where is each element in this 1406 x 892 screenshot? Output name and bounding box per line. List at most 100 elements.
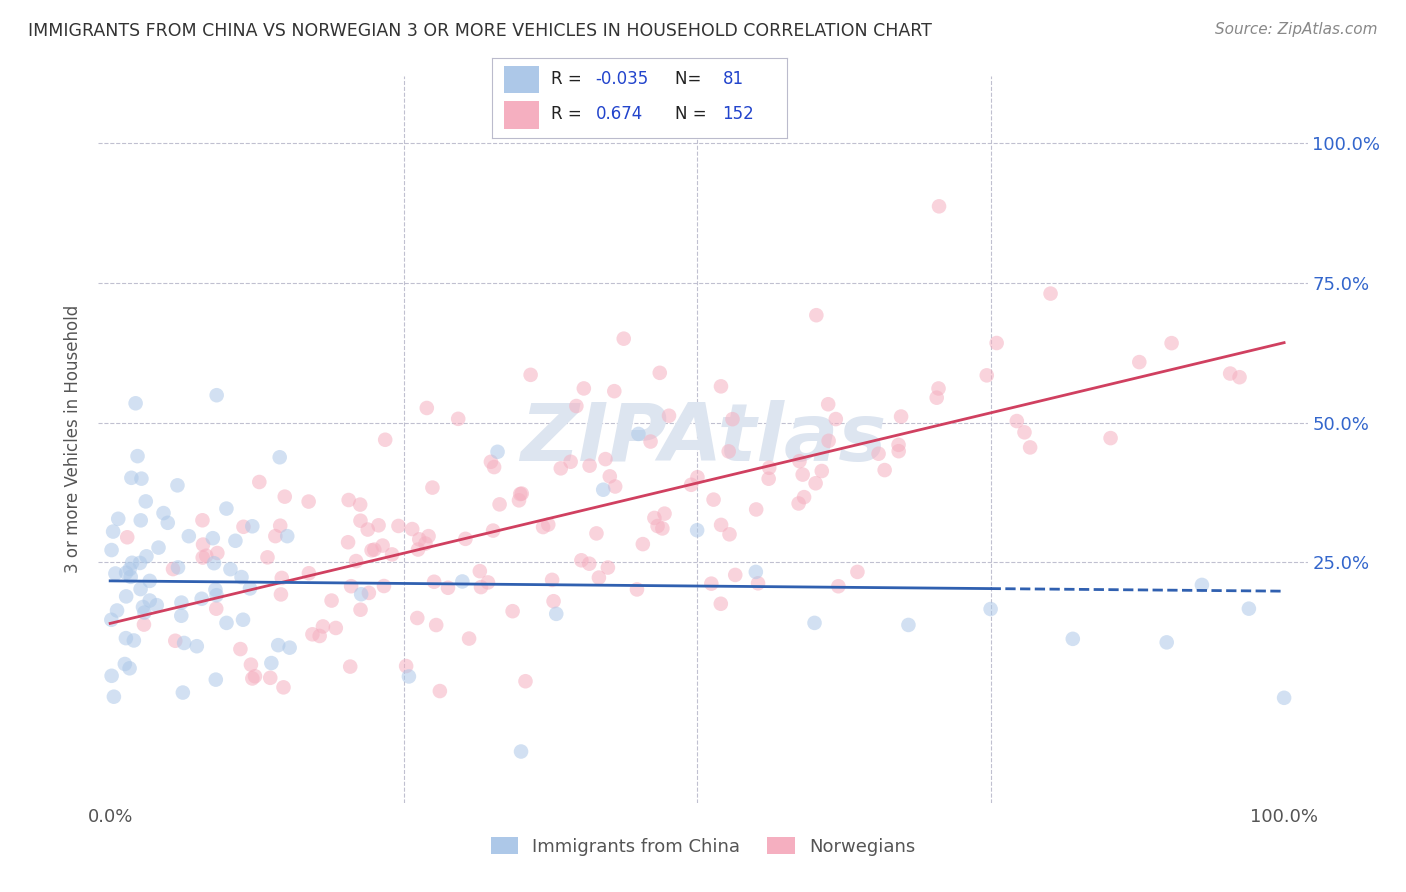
Point <box>120 471 142 485</box>
Point <box>114 657 136 671</box>
Point <box>613 332 636 346</box>
Point <box>640 434 662 449</box>
Point <box>231 570 253 584</box>
Point <box>202 556 225 570</box>
Point <box>224 533 246 548</box>
Text: 152: 152 <box>723 105 754 123</box>
Point <box>120 570 142 584</box>
Point <box>793 490 815 504</box>
Point <box>468 564 491 578</box>
Text: Source: ZipAtlas.com: Source: ZipAtlas.com <box>1215 22 1378 37</box>
Bar <box>503 66 540 94</box>
Point <box>387 519 409 533</box>
Point <box>269 518 291 533</box>
Point <box>416 401 439 415</box>
Point <box>648 366 671 380</box>
Point <box>152 506 174 520</box>
Point <box>846 565 869 579</box>
Legend: Immigrants from China, Norwegians: Immigrants from China, Norwegians <box>484 830 922 863</box>
Point <box>486 445 509 459</box>
Point <box>177 529 200 543</box>
Point <box>817 434 839 448</box>
Point <box>395 659 418 673</box>
Point <box>543 594 565 608</box>
Point <box>718 527 741 541</box>
Point <box>115 631 138 645</box>
Point <box>205 588 228 602</box>
Point <box>191 537 214 551</box>
Point <box>298 494 321 508</box>
Point <box>482 524 505 538</box>
Point <box>131 472 153 486</box>
Text: -0.035: -0.035 <box>596 70 648 87</box>
Text: R =: R = <box>551 70 588 87</box>
Point <box>201 531 224 545</box>
Point <box>510 745 533 759</box>
Point <box>205 601 228 615</box>
Point <box>423 574 446 589</box>
Point <box>458 632 481 646</box>
Point <box>321 593 343 607</box>
Point <box>787 496 810 510</box>
Point <box>204 673 226 687</box>
Text: IMMIGRANTS FROM CHINA VS NORWEGIAN 3 OR MORE VEHICLES IN HOUSEHOLD CORRELATION C: IMMIGRANTS FROM CHINA VS NORWEGIAN 3 OR … <box>28 22 932 40</box>
Point <box>531 520 554 534</box>
Point <box>145 598 167 612</box>
Point <box>215 615 238 630</box>
Point <box>803 615 825 630</box>
Point <box>247 475 270 489</box>
Point <box>745 502 768 516</box>
Point <box>129 513 152 527</box>
Point <box>925 391 948 405</box>
Point <box>132 600 155 615</box>
Point <box>1099 431 1122 445</box>
Point <box>207 546 229 560</box>
Point <box>232 520 254 534</box>
Point <box>928 381 950 395</box>
Point <box>408 533 430 547</box>
Point <box>873 463 896 477</box>
Point <box>240 672 263 686</box>
Point <box>789 454 811 468</box>
Point <box>132 617 155 632</box>
Text: N =: N = <box>675 105 707 123</box>
Point <box>104 566 127 581</box>
Point <box>406 611 429 625</box>
Point <box>454 532 477 546</box>
Point <box>588 571 610 585</box>
Point <box>595 452 617 467</box>
Point <box>406 542 429 557</box>
Point <box>103 690 125 704</box>
Point <box>578 557 600 571</box>
Point <box>170 608 193 623</box>
Point <box>605 479 627 493</box>
Point <box>270 571 292 585</box>
Point <box>148 541 170 555</box>
Point <box>129 582 152 596</box>
Point <box>191 550 214 565</box>
Point <box>627 426 650 441</box>
Point <box>373 579 395 593</box>
Point <box>519 368 541 382</box>
Point <box>101 524 124 539</box>
Point <box>550 461 572 475</box>
Point <box>308 629 330 643</box>
Point <box>337 493 360 508</box>
Point <box>344 554 367 568</box>
Point <box>717 444 740 458</box>
Point <box>817 397 839 411</box>
Point <box>887 438 910 452</box>
Point <box>243 669 266 683</box>
Point <box>546 607 568 621</box>
Point <box>647 519 669 533</box>
Point <box>578 458 600 473</box>
Point <box>596 560 619 574</box>
Point <box>928 199 950 213</box>
Point <box>134 606 156 620</box>
Point <box>508 493 530 508</box>
Point <box>810 464 832 478</box>
Point <box>592 483 614 497</box>
Point <box>398 669 420 683</box>
Point <box>887 444 910 458</box>
Point <box>273 681 295 695</box>
